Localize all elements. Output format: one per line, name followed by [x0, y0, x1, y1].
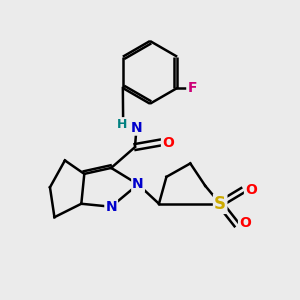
Text: H: H: [116, 118, 127, 131]
Text: F: F: [187, 81, 197, 95]
Text: N: N: [132, 177, 144, 191]
Text: O: O: [245, 183, 257, 197]
Text: S: S: [214, 195, 226, 213]
Text: O: O: [162, 136, 174, 149]
Text: O: O: [239, 216, 251, 230]
Text: N: N: [105, 200, 117, 214]
Text: N: N: [131, 121, 142, 135]
